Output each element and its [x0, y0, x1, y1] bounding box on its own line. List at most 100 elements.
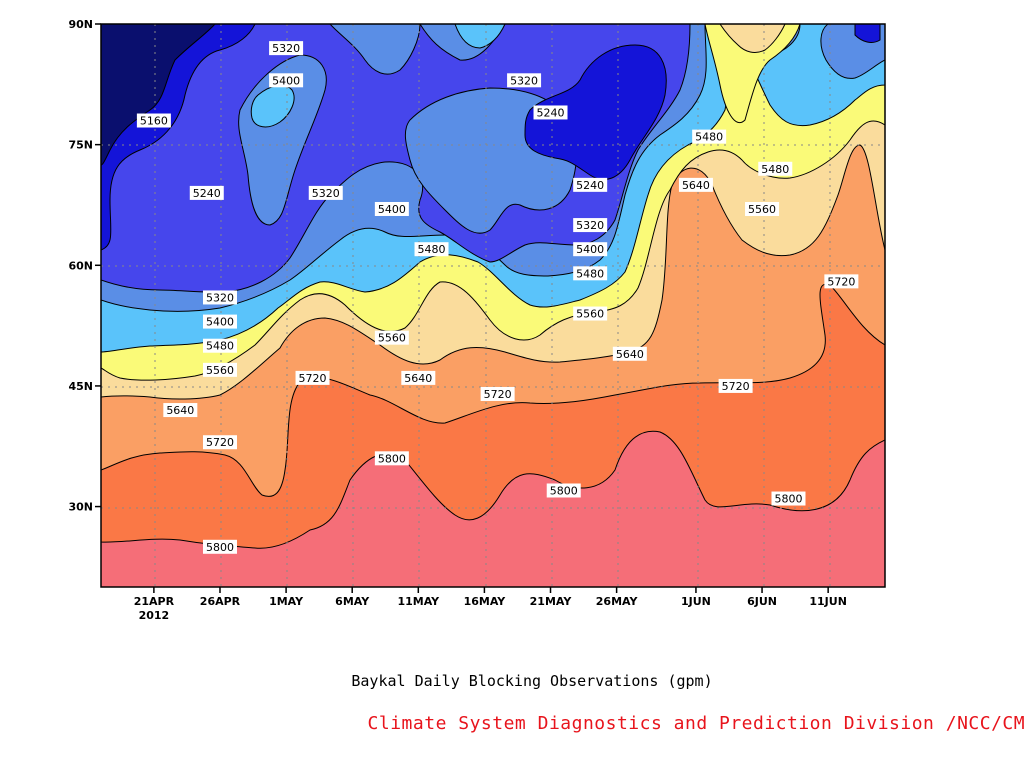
contour-label: 5800: [771, 491, 806, 506]
contour-label-text: 5400: [378, 203, 406, 216]
contour-label-text: 5160: [140, 115, 168, 128]
band-5320-5400-patch-b: [329, 24, 421, 75]
x-tick-label: 26MAY: [596, 595, 639, 608]
contour-label: 5800: [374, 451, 409, 466]
contour-label: 5400: [202, 314, 237, 329]
contour-label: 5480: [202, 338, 237, 353]
contour-label-box: [269, 41, 304, 56]
band-below-5160: [101, 24, 216, 166]
contour-label: 5640: [612, 346, 647, 361]
contour-label-text: 5720: [484, 388, 512, 401]
contour-label-box: [824, 274, 859, 289]
contour-label: 5320: [507, 73, 542, 88]
contour-label-text: 5480: [418, 243, 446, 256]
contour-label-text: 5480: [206, 340, 234, 353]
x-tick-label: 1MAY: [269, 595, 304, 608]
contour-label-text: 5800: [550, 484, 578, 497]
y-tick-label: 45N: [68, 380, 93, 393]
contour-label-box: [374, 201, 409, 216]
contour-label-text: 5640: [616, 348, 644, 361]
x-tick-label: 11MAY: [397, 595, 440, 608]
contour-label: 5240: [573, 177, 608, 192]
contour-label-box: [758, 161, 793, 176]
contour-label-box: [718, 378, 753, 393]
contour-label-box: [480, 386, 515, 401]
contour-label: 5320: [202, 290, 237, 305]
contour-label-box: [189, 185, 224, 200]
contour-label-text: 5560: [576, 308, 604, 321]
contour-label: 5240: [189, 185, 224, 200]
contour-label-text: 5400: [206, 316, 234, 329]
contour-label-box: [771, 491, 806, 506]
contour-label-box: [202, 290, 237, 305]
contour-label-box: [692, 129, 727, 144]
contour-label-box: [414, 242, 449, 257]
x-tick-label: 6JUN: [747, 595, 777, 608]
contour-label-text: 5320: [576, 219, 604, 232]
contour-label: 5480: [414, 242, 449, 257]
contour-label: 5480: [758, 161, 793, 176]
contour-label-text: 5800: [206, 541, 234, 554]
band-5400-5480-patch-b: [454, 24, 506, 49]
contour-label-text: 5560: [748, 203, 776, 216]
contour-label-text: 5720: [299, 372, 327, 385]
contour-label-text: 5480: [761, 163, 789, 176]
contour-fills: [101, 24, 885, 587]
contour-label: 5320: [308, 185, 343, 200]
contour-label: 5560: [374, 330, 409, 345]
contour-label-text: 5240: [576, 179, 604, 192]
contour-label: 5720: [824, 274, 859, 289]
band-5160-5240-patch-a: [524, 44, 667, 180]
contour-label: 5800: [202, 539, 237, 554]
contour-label: 5640: [401, 370, 436, 385]
contour-label: 5400: [269, 73, 304, 88]
contour-label: 5480: [692, 129, 727, 144]
contour-label-text: 5560: [378, 332, 406, 345]
contour-label: 5240: [533, 105, 568, 120]
contour-label-text: 5320: [272, 42, 300, 55]
contour-label-box: [573, 306, 608, 321]
contour-label-text: 5400: [272, 74, 300, 87]
contour-label-text: 5480: [576, 267, 604, 280]
contour-label-box: [308, 185, 343, 200]
y-tick-label: 60N: [68, 259, 93, 272]
y-tick-label: 75N: [68, 139, 93, 152]
contour-label-box: [533, 105, 568, 120]
contour-label-box: [202, 338, 237, 353]
contour-label-box: [745, 201, 780, 216]
y-tick-label: 30N: [68, 501, 93, 514]
contour-label-box: [507, 73, 542, 88]
contour-label-text: 5800: [774, 493, 802, 506]
contour-label: 5720: [202, 435, 237, 450]
source-credit: Climate System Diagnostics and Predictio…: [367, 713, 1024, 734]
contour-label-box: [374, 451, 409, 466]
contour-labels: 5160 5240 5320 5400 5320 5400 5480 5320 5240 5240…: [136, 41, 859, 554]
contour-label-box: [374, 330, 409, 345]
x-tick-label: 21APR: [134, 595, 175, 608]
y-axis: 30N 45N 60N 75N 90N: [68, 18, 101, 514]
contour-label: 5560: [745, 201, 780, 216]
chart-caption: Baykal Daily Blocking Observations (gpm): [351, 672, 713, 690]
contour-label: 5560: [573, 306, 608, 321]
contour-label-text: 5320: [206, 291, 234, 304]
contour-label-box: [573, 266, 608, 281]
contour-label-text: 5240: [193, 187, 221, 200]
contour-label: 5160: [136, 113, 171, 128]
contour-label-box: [573, 242, 608, 257]
contour-label-box: [202, 435, 237, 450]
contour-label-text: 5720: [722, 380, 750, 393]
contour-label-text: 5560: [206, 364, 234, 377]
contour-label-box: [202, 539, 237, 554]
x-tick-label: 1JUN: [681, 595, 711, 608]
contour-label: 5480: [573, 266, 608, 281]
contour-label: 5320: [573, 218, 608, 233]
contour-label-box: [573, 177, 608, 192]
contour-label-box: [546, 483, 581, 498]
contour-label-text: 5400: [576, 243, 604, 256]
x-tick-label: 16MAY: [464, 595, 507, 608]
x-tick-label: 11JUN: [809, 595, 847, 608]
contour-label: 5320: [269, 41, 304, 56]
x-tick-label: 6MAY: [335, 595, 370, 608]
